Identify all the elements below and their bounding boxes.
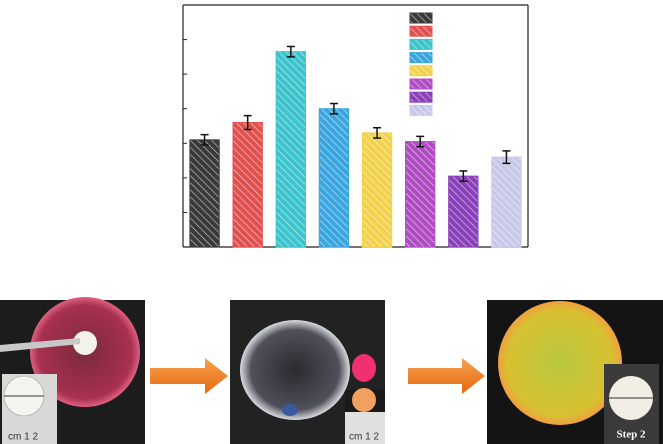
bar — [232, 122, 263, 248]
legend-swatch — [409, 38, 433, 50]
bar — [405, 141, 436, 248]
bar — [491, 156, 522, 248]
photo-panel: Step 2 — [487, 300, 663, 444]
legend-swatch — [409, 104, 433, 116]
ruler-label: cm 1 2 — [349, 432, 379, 443]
error-bar — [459, 170, 468, 183]
bar — [189, 139, 220, 248]
bar — [318, 108, 350, 248]
bar — [361, 132, 393, 248]
error-bar — [200, 133, 209, 146]
error-bar — [502, 150, 511, 165]
legend-swatch — [409, 52, 433, 64]
ruler-label: cm 1 2 — [8, 432, 38, 443]
error-bar — [243, 114, 252, 131]
arrow — [408, 358, 485, 394]
bar — [275, 51, 306, 248]
legend-swatch — [409, 12, 433, 24]
step-label: Step 2 — [616, 429, 646, 441]
bar-chart — [182, 4, 529, 248]
legend-swatch — [409, 65, 433, 77]
error-bar — [416, 135, 425, 148]
legend-swatch — [409, 25, 433, 37]
legend-swatch — [409, 78, 433, 90]
legend-swatch — [409, 91, 433, 103]
photo-panel: cm 1 2 — [0, 297, 145, 444]
error-bar — [286, 45, 295, 58]
bar — [448, 175, 479, 248]
arrow — [150, 358, 228, 394]
photo-panel: cm 1 2 — [230, 300, 385, 444]
error-bar — [329, 102, 338, 115]
error-bar — [373, 126, 382, 139]
